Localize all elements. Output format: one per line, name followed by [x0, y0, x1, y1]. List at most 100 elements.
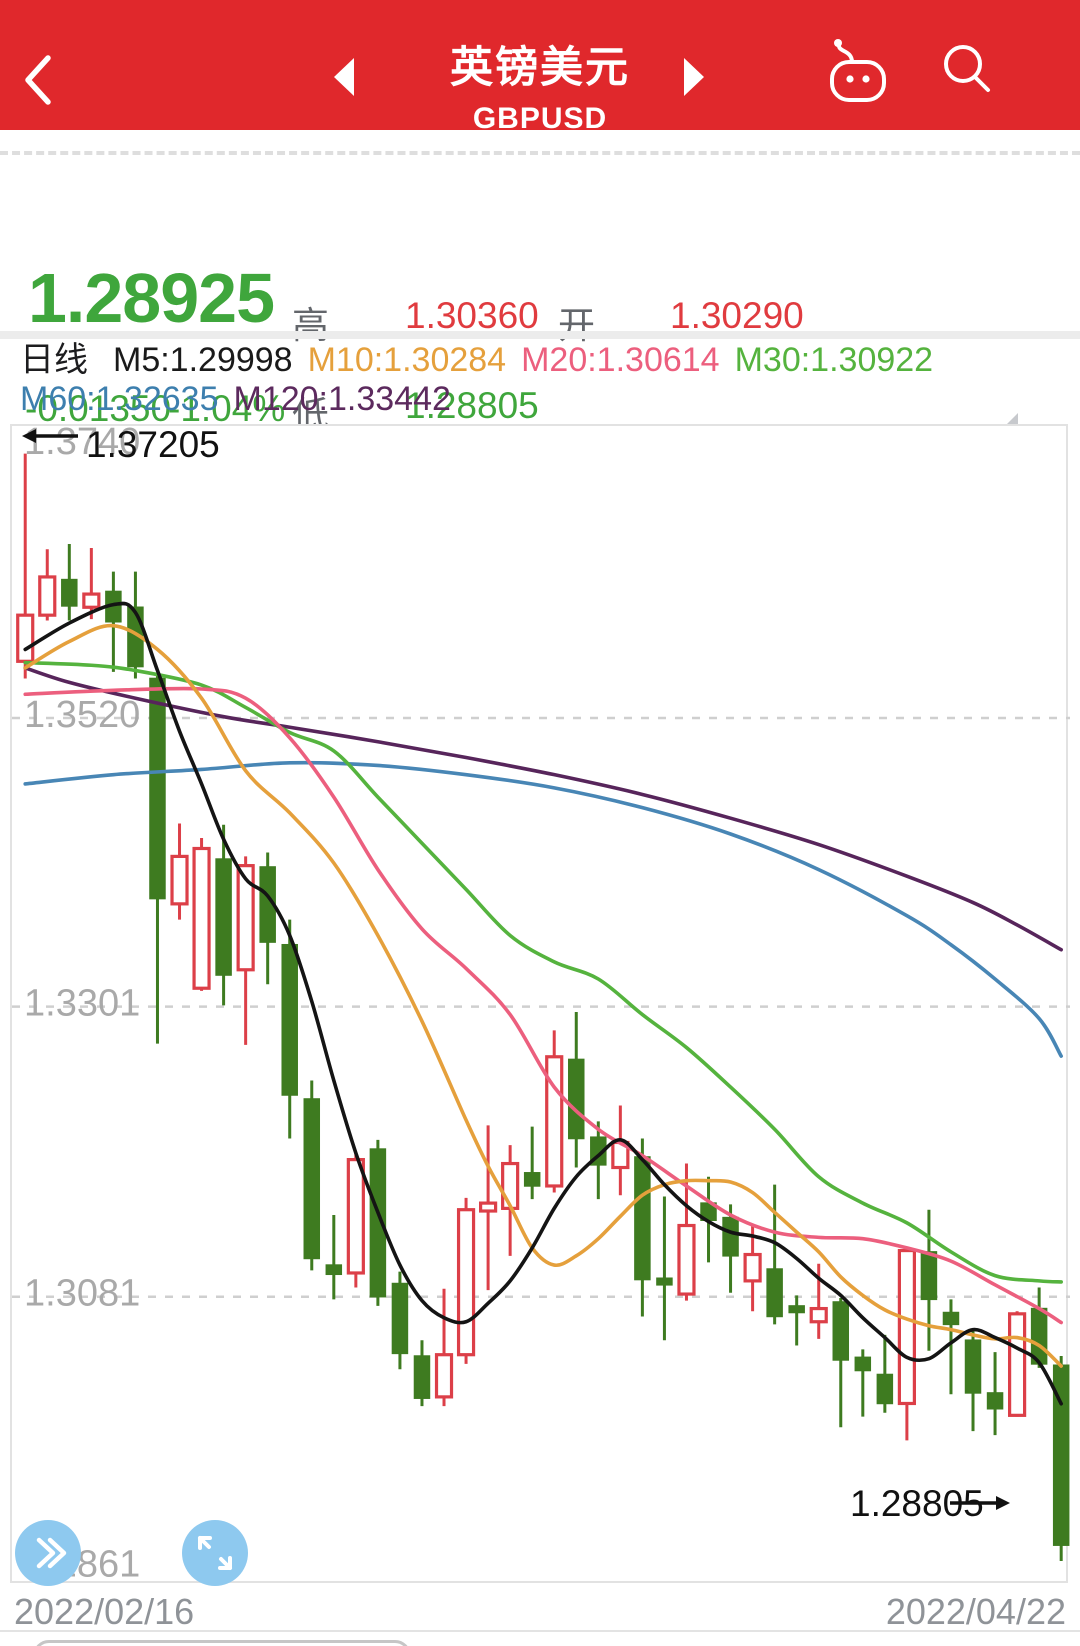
ma-line-m10 [23, 623, 1063, 1368]
candle [897, 1247, 916, 1441]
candle [545, 1030, 564, 1193]
price-change: -0.01350 [25, 388, 172, 429]
candle [656, 1196, 673, 1341]
open-label: 开 [558, 305, 595, 346]
period-selector[interactable]: 日线 [20, 341, 88, 379]
bottom-input-bar[interactable] [33, 1640, 411, 1646]
candle [1052, 1356, 1070, 1562]
assistant-button[interactable] [822, 38, 892, 107]
dashed-divider [0, 151, 1080, 155]
svg-text:1.37205: 1.37205 [86, 426, 220, 465]
candle [325, 1214, 343, 1300]
candle [281, 919, 298, 1139]
symbol-titles: 英镑美元 GBPUSD [0, 0, 1080, 136]
search-button[interactable] [938, 40, 996, 101]
last-price: 1.28925 [28, 259, 275, 337]
ma-line-m120 [23, 666, 1063, 952]
y-axis-label: 1.3081 [24, 1273, 140, 1315]
search-icon [938, 45, 996, 101]
candle [766, 1184, 783, 1325]
candle [105, 571, 122, 672]
ma-line-m20 [23, 686, 1063, 1325]
page-subtitle: GBPUSD [472, 102, 608, 135]
candle [722, 1204, 739, 1293]
candle [1007, 1311, 1027, 1417]
candle [413, 1340, 431, 1407]
candle [391, 1271, 409, 1370]
ma-legend-item-m20: M20:1.30614 [521, 341, 720, 379]
ma-line-m5 [23, 601, 1063, 1406]
high-value: 1.30360 [405, 295, 539, 336]
ma-legend: 日线 M5:1.29998 M10:1.30284 M20:1.30614 M30:1… [20, 342, 1065, 418]
robot-icon [822, 39, 892, 107]
ma-line-m60 [23, 760, 1063, 1058]
open-value: 1.30290 [670, 295, 804, 336]
candle [215, 824, 232, 1006]
ma-legend-item-m120: M120:1.33442 [233, 380, 451, 418]
fast-forward-icon [15, 1520, 81, 1586]
x-axis-start-date: 2022/02/16 [14, 1591, 195, 1632]
candle [986, 1352, 1004, 1436]
fast-forward-button[interactable] [15, 1520, 81, 1586]
chart-canvas[interactable]: 1.3740 1.3520 1.3301 1.3081 1.2861 1.37205 1.2… [10, 424, 1070, 1585]
x-axis-end-date: 2022/04/22 [885, 1591, 1066, 1632]
high-marker: 1.37205 [22, 426, 220, 465]
ma-line-m30 [23, 660, 1063, 1284]
chevron-left-icon [18, 55, 58, 111]
ma-legend-item-m60: M60:1.32635 [20, 380, 219, 418]
header: 英镑美元 GBPUSD [0, 0, 1080, 135]
candle [170, 823, 189, 920]
ma-legend-item-m5: M5:1.29998 [113, 341, 293, 379]
prev-symbol-button[interactable] [332, 56, 356, 101]
candle [677, 1163, 696, 1301]
candle [743, 1225, 762, 1312]
ma-legend-item-m10: M10:1.30284 [307, 341, 507, 379]
candle [456, 1197, 476, 1364]
candle [964, 1330, 982, 1432]
price-change-percent: -1.04% [168, 388, 286, 429]
candle [369, 1139, 387, 1306]
candle [634, 1138, 651, 1317]
candle [568, 1011, 585, 1168]
ma-legend-item-m30: M30:1.30922 [734, 341, 934, 379]
y-axis-label: 1.3740 [24, 426, 140, 463]
candle [501, 1145, 520, 1256]
candle [346, 1153, 365, 1288]
triangle-right-icon [682, 58, 706, 101]
candle [832, 1298, 850, 1428]
candle [942, 1299, 960, 1395]
candle [236, 856, 255, 1045]
candle [920, 1209, 938, 1351]
candle [523, 1126, 541, 1200]
candle [192, 837, 211, 991]
candle [82, 547, 101, 620]
quote-panel: 1.28925 -0.01350 -1.04% 高 1.30360 开 1.30… [0, 130, 1080, 436]
expand-icon [182, 1520, 248, 1586]
bottom-toolbar-divider [0, 1630, 1080, 1632]
y-axis-label: 1.3520 [24, 694, 140, 736]
page-title: 英镑美元 [450, 44, 630, 92]
expand-button[interactable] [182, 1520, 248, 1586]
candle [38, 549, 57, 621]
candle [611, 1105, 630, 1196]
high-label: 高 [292, 305, 329, 346]
candle [149, 674, 166, 1044]
candle [854, 1349, 872, 1417]
candlestick-chart: 1.37401.35201.33011.30811.28611.372051.2… [12, 426, 1070, 1585]
back-button[interactable] [18, 52, 58, 111]
candle [259, 852, 276, 985]
next-symbol-button[interactable] [682, 56, 706, 101]
section-divider [0, 331, 1080, 339]
candle [61, 543, 78, 621]
candle [16, 453, 35, 679]
candle [788, 1295, 805, 1346]
candle [434, 1288, 454, 1407]
low-marker: 1.28805 [850, 1483, 1010, 1524]
candle [479, 1125, 498, 1291]
low-value: 1.28805 [405, 385, 539, 426]
y-axis-label: 1.3301 [24, 983, 140, 1025]
triangle-left-icon [332, 58, 356, 101]
candle [876, 1334, 894, 1413]
candle [303, 1080, 321, 1271]
